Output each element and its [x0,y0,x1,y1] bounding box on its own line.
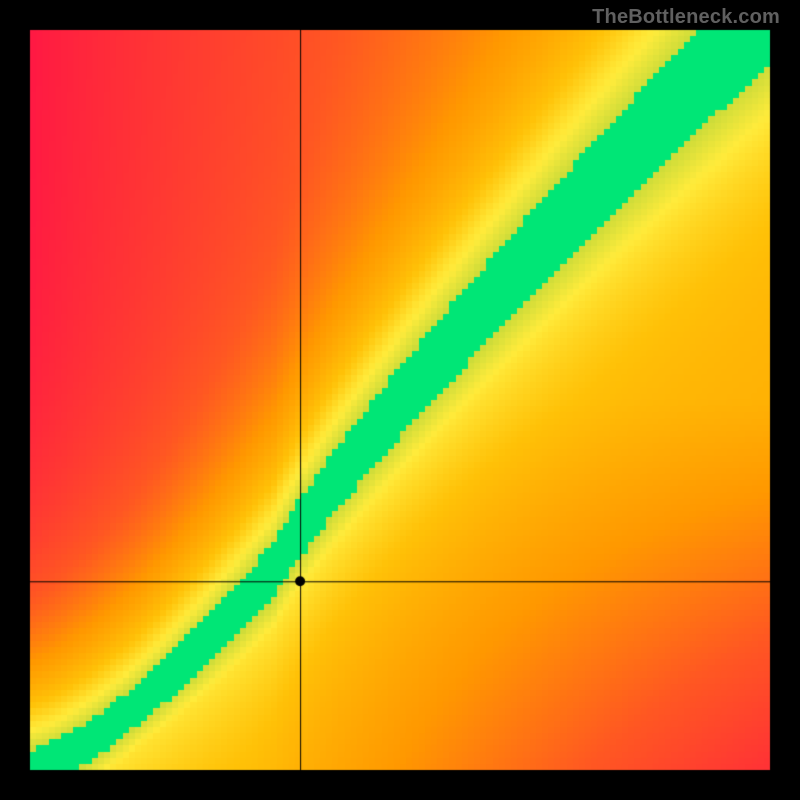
watermark-text: TheBottleneck.com [592,6,780,29]
heatmap-canvas [0,0,800,800]
chart-container: TheBottleneck.com [0,0,800,800]
